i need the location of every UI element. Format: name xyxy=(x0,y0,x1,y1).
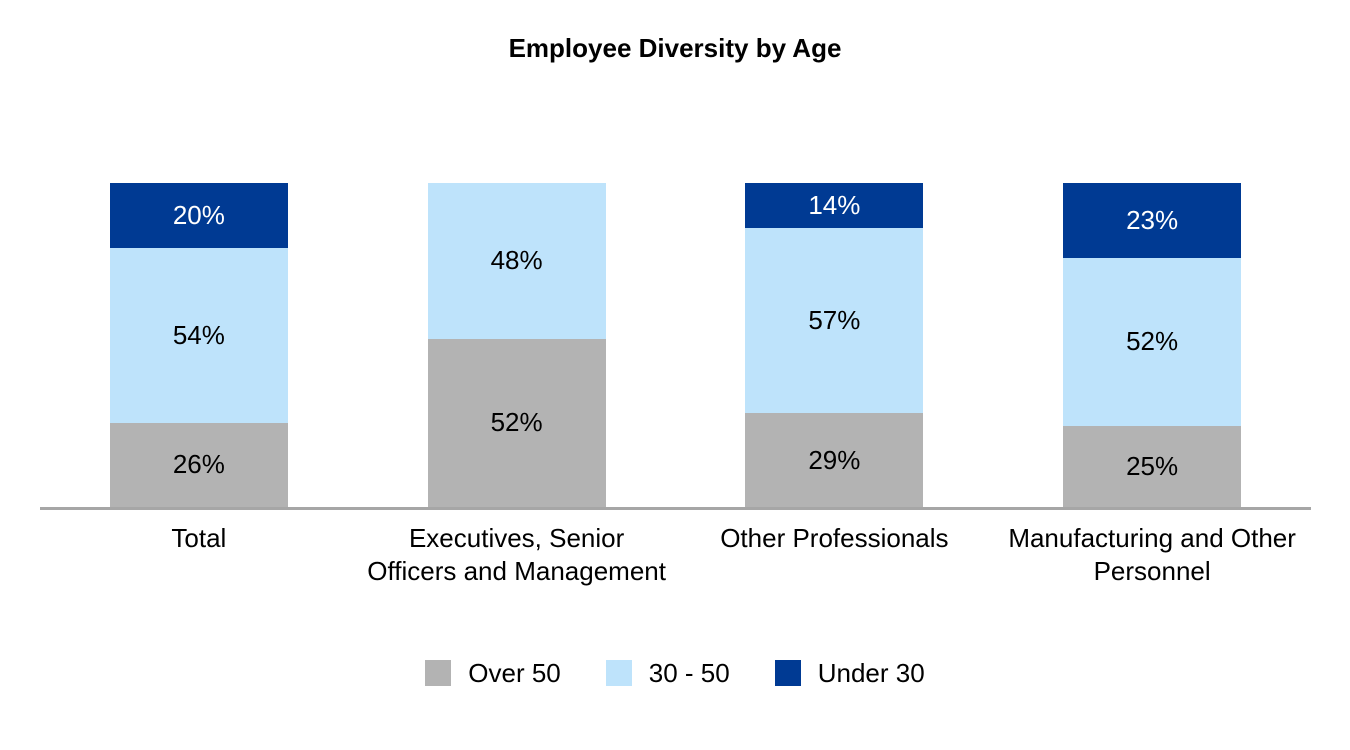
segment-value-label: 29% xyxy=(808,444,861,475)
segment-value-label: 23% xyxy=(1126,204,1179,235)
bar-segment: 23% xyxy=(1063,183,1242,258)
bar-column-4: 23% 52% 25% xyxy=(1063,183,1242,507)
legend-label: Under 30 xyxy=(817,657,925,688)
segment-value-label: 52% xyxy=(1126,326,1179,357)
legend: Over 50 30 - 50 Under 30 xyxy=(0,655,1350,691)
bar-segment: 57% xyxy=(745,228,924,414)
category-label: Other Professionals xyxy=(720,523,949,553)
bar-segment: 48% xyxy=(427,183,606,339)
category-label: Executives, Senior Officers and Manageme… xyxy=(367,523,666,586)
bar-segment: 52% xyxy=(1063,257,1242,426)
segment-value-label: 25% xyxy=(1126,451,1179,481)
bar-column-1: 20% 54% 26% xyxy=(109,183,288,507)
legend-swatch-icon xyxy=(774,660,801,686)
segment-value-label: 57% xyxy=(808,305,861,336)
legend-swatch-icon xyxy=(425,660,452,686)
bar-column-2: 48% 52% xyxy=(427,183,606,507)
bar-column-3: 14% 57% 29% xyxy=(745,183,924,507)
category-label: Manufacturing and Other Personnel xyxy=(1008,523,1296,586)
x-axis-line xyxy=(40,507,1311,510)
bar-segment: 54% xyxy=(109,247,288,423)
segment-value-label: 20% xyxy=(172,199,225,230)
bar-segment: 14% xyxy=(745,183,924,229)
bar-segment: 20% xyxy=(109,183,288,248)
segment-value-label: 52% xyxy=(490,407,543,438)
legend-item: 30 - 50 xyxy=(605,657,730,689)
segment-value-label: 26% xyxy=(172,449,225,480)
bar-segment: 29% xyxy=(745,413,924,507)
legend-label: 30 - 50 xyxy=(648,657,730,688)
segment-value-label: 54% xyxy=(172,319,225,350)
legend-label: Over 50 xyxy=(468,657,561,688)
bar-segment: 25% xyxy=(1063,426,1242,507)
chart-title: Employee Diversity by Age xyxy=(508,33,842,63)
category-label: Total xyxy=(171,523,227,553)
legend-item: Under 30 xyxy=(774,657,925,689)
legend-item: Over 50 xyxy=(425,658,561,689)
bar-segment: 26% xyxy=(109,422,288,507)
segment-value-label: 48% xyxy=(490,245,543,276)
segment-value-label: 14% xyxy=(808,190,861,221)
bar-segment: 52% xyxy=(427,338,606,507)
legend-swatch-icon xyxy=(605,660,632,686)
